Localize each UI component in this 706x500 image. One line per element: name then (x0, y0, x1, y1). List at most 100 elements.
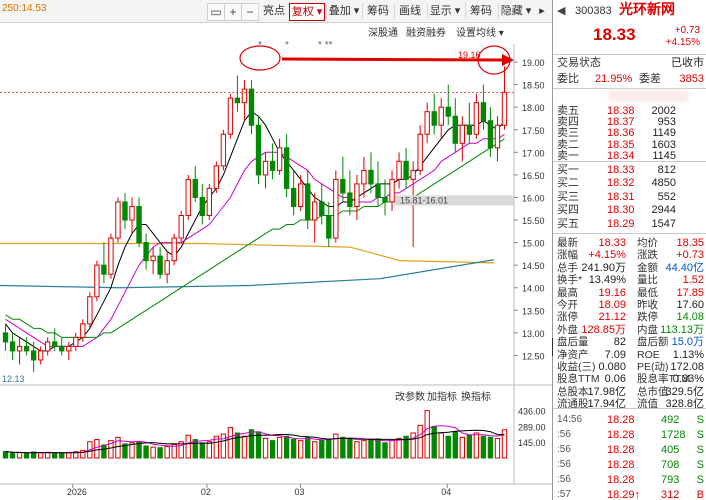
toolbar-button-chips-2[interactable]: 筹码 (465, 3, 496, 19)
volume-bar (94, 439, 100, 459)
volume-bar (410, 432, 416, 459)
stat-row: 外盘 128.85万 内盘 113.13万 (557, 323, 704, 336)
candle (326, 215, 332, 239)
volume-bar (59, 452, 65, 459)
volume-indicator-link[interactable]: 换指标 (461, 390, 491, 403)
toolbar-button-overlay[interactable]: 叠加 ▾ (326, 3, 361, 19)
candle (501, 91, 508, 126)
range-band (395, 195, 514, 206)
candle (459, 124, 465, 144)
ma-settings-link[interactable]: 设置均线 ▾ (456, 28, 504, 39)
volume-ma-line (5, 429, 505, 454)
price-tick-label: 12.50 (522, 351, 545, 361)
candle (192, 178, 198, 198)
candlestick-chart[interactable]: 19.00 18.50 18.00 17.50 17.00 16.50 16.00 15.50… (0, 0, 552, 500)
candle (30, 350, 37, 361)
volume-bar (16, 452, 23, 459)
volume-bar (220, 433, 227, 459)
volume-bar (199, 442, 205, 459)
volume-bar (347, 439, 353, 459)
toolbar-button-restore-rights[interactable]: 复权 ▾ (289, 3, 325, 21)
candle (52, 341, 58, 347)
toolbar-button-display[interactable]: 显示 ▾ (427, 3, 462, 19)
volume-bar (9, 452, 16, 459)
event-star: * (285, 40, 289, 51)
candle (213, 165, 220, 189)
tick-row: :56 18.28 405 S (557, 444, 704, 456)
ma-line-teal (0, 259, 495, 289)
price-tick-label: 16.50 (522, 171, 545, 181)
candle (248, 88, 255, 126)
moving-average-line (5, 138, 505, 338)
volume-bar (157, 447, 163, 459)
sz-connect-link[interactable]: 深股通 (368, 28, 398, 39)
toolbar-button-draw[interactable]: 画线 (394, 3, 425, 19)
time-tick-label: 2026 (67, 487, 87, 497)
price-tick-label: 13.00 (522, 329, 545, 339)
toolbar-button-hide[interactable]: 隐藏 ▾ (498, 3, 533, 19)
candle (241, 88, 248, 104)
panel-divider (552, 0, 553, 500)
candle (80, 323, 86, 338)
bid-row: 买二 18.32 4850 (557, 177, 676, 190)
candle (73, 336, 79, 347)
toolbar-button-highlight[interactable]: 亮点 (258, 3, 289, 19)
volume-bar (487, 436, 494, 459)
volume-bar (480, 435, 487, 459)
candle (129, 205, 135, 221)
stock-name: 光环新网 (619, 1, 675, 17)
stat-row: 总股本 17.98亿 总市值 329.5亿 (557, 385, 704, 398)
volume-bar (206, 441, 212, 459)
volume-bar (298, 440, 304, 459)
price-tick-label: 17.50 (522, 126, 545, 136)
candle (115, 201, 121, 239)
candle (262, 160, 269, 176)
tick-row: :56 18.28 793 S (557, 474, 704, 486)
candle (382, 196, 388, 203)
volume-bar (361, 440, 367, 459)
candle (494, 124, 501, 149)
volume-indicator-link[interactable]: 加指标 (427, 390, 457, 403)
candle (354, 183, 360, 207)
price-tick-label: 14.50 (522, 261, 545, 271)
volume-bar (382, 442, 388, 459)
volume-bar (466, 434, 473, 459)
volume-indicator-link[interactable]: 改参数 (395, 390, 425, 403)
volume-bar (108, 440, 114, 459)
volume-bar (333, 433, 339, 459)
toolbar-button-chips[interactable]: 筹码 (362, 3, 393, 19)
candle (410, 169, 416, 180)
stat-row: 盘后量 82 盘后额 15.0万 (557, 336, 704, 349)
candle (255, 124, 262, 176)
stat-row: 涨幅 +4.15% 涨跌 +0.73 (557, 249, 704, 262)
volume-bar (241, 435, 248, 459)
candle (340, 178, 346, 194)
volume-bar (438, 432, 444, 459)
stat-row: 流通股 17.94亿 流值 328.8亿 (557, 398, 704, 411)
candle (298, 183, 304, 207)
volume-bar (283, 435, 290, 459)
volume-bar (417, 424, 423, 459)
volume-bar (171, 443, 177, 459)
candle (424, 111, 430, 135)
high-label: 19.16 (458, 50, 481, 60)
candle (319, 201, 325, 217)
volume-bar (319, 439, 325, 459)
volume-bar (192, 439, 198, 459)
candle (473, 102, 480, 135)
event-star: * ** (318, 40, 333, 51)
candle (185, 178, 191, 217)
more-icon[interactable]: ▸ (539, 5, 545, 17)
stat-row: 收益(三) 0.080 PE(动) 172.08 (557, 361, 704, 373)
candle (452, 115, 458, 144)
candle (37, 350, 44, 361)
volume-bar (403, 435, 409, 459)
volume-bar (37, 452, 44, 459)
margin-link[interactable]: 融资融券 (406, 28, 446, 39)
candle (45, 341, 51, 352)
candle (417, 133, 423, 171)
candle (276, 147, 283, 171)
back-arrow-icon[interactable]: ◀ (557, 5, 566, 17)
volume-bar (276, 436, 283, 459)
volume-bar (227, 427, 234, 459)
